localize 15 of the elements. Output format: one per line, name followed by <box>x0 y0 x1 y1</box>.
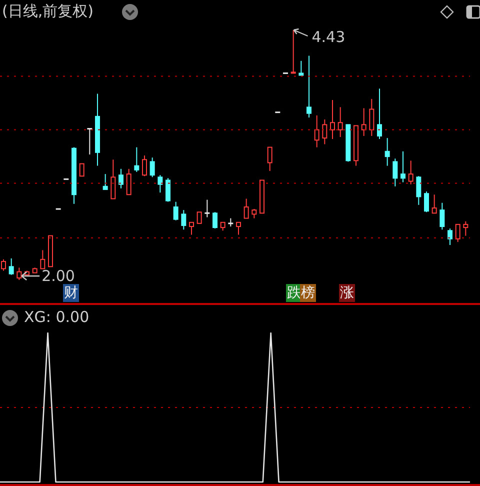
candlestick <box>384 138 390 166</box>
chart-title: XG: 0.00 <box>24 308 90 326</box>
candlestick <box>314 114 320 148</box>
annotation: 2.00 <box>42 267 75 285</box>
text: 财 <box>63 284 79 302</box>
candlestick <box>95 93 100 166</box>
candlestick <box>408 160 414 185</box>
chart-title: (日线,前复权) <box>2 2 94 21</box>
candlestick <box>330 99 335 140</box>
text: 榜 <box>300 284 316 302</box>
text: 跌 <box>286 284 302 302</box>
annotation: 4.43 <box>312 28 346 46</box>
text: 涨 <box>339 284 355 302</box>
candlestick <box>400 150 406 183</box>
candlestick <box>338 106 343 138</box>
